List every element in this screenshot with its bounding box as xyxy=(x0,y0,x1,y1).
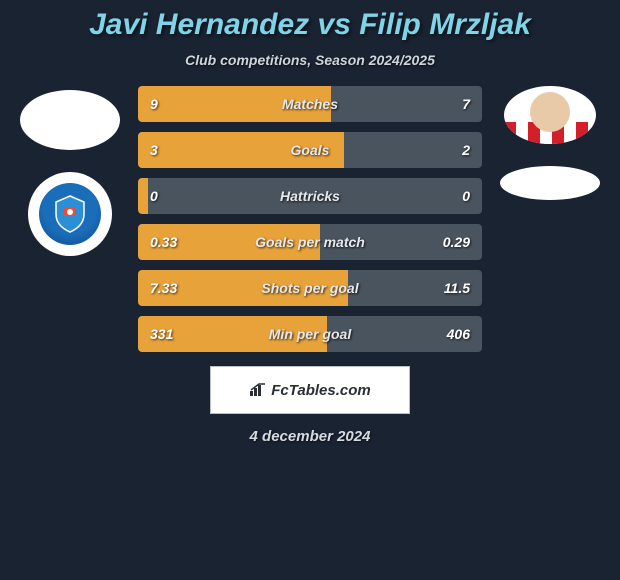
right-player-photo xyxy=(504,86,596,144)
left-club-logo xyxy=(28,172,112,256)
chart-icon xyxy=(249,383,267,397)
left-club-logo-inner xyxy=(39,183,101,245)
stat-value-right: 7 xyxy=(422,96,482,112)
right-club-logo-placeholder xyxy=(500,166,600,200)
stat-row: 3Goals2 xyxy=(138,132,482,168)
site-name: FcTables.com xyxy=(271,382,370,399)
page-title: Javi Hernandez vs Filip Mrzljak xyxy=(89,8,531,42)
site-badge: FcTables.com xyxy=(210,366,410,414)
stat-row: 0Hattricks0 xyxy=(138,178,482,214)
stat-row: 9Matches7 xyxy=(138,86,482,122)
body-row: 9Matches7 3Goals2 0Hattricks0 0.33Goals per… xyxy=(0,86,620,352)
right-player-column xyxy=(490,86,610,200)
subtitle: Club competitions, Season 2024/2025 xyxy=(185,52,435,68)
stat-value-right: 2 xyxy=(422,142,482,158)
right-player-head xyxy=(530,92,570,132)
stat-row: 0.33Goals per match0.29 xyxy=(138,224,482,260)
stat-row: 331Min per goal406 xyxy=(138,316,482,352)
stats-column: 9Matches7 3Goals2 0Hattricks0 0.33Goals per… xyxy=(130,86,490,352)
comparison-infographic: Javi Hernandez vs Filip Mrzljak Club com… xyxy=(0,0,620,580)
shield-icon xyxy=(50,194,90,234)
left-player-photo-placeholder xyxy=(20,90,120,150)
stat-value-right: 406 xyxy=(422,326,482,342)
stat-row: 7.33Shots per goal11.5 xyxy=(138,270,482,306)
stat-value-right: 0 xyxy=(422,188,482,204)
footer-date: 4 december 2024 xyxy=(250,428,371,445)
stat-value-right: 11.5 xyxy=(422,280,482,296)
stat-value-right: 0.29 xyxy=(422,234,482,250)
left-player-column xyxy=(10,86,130,256)
